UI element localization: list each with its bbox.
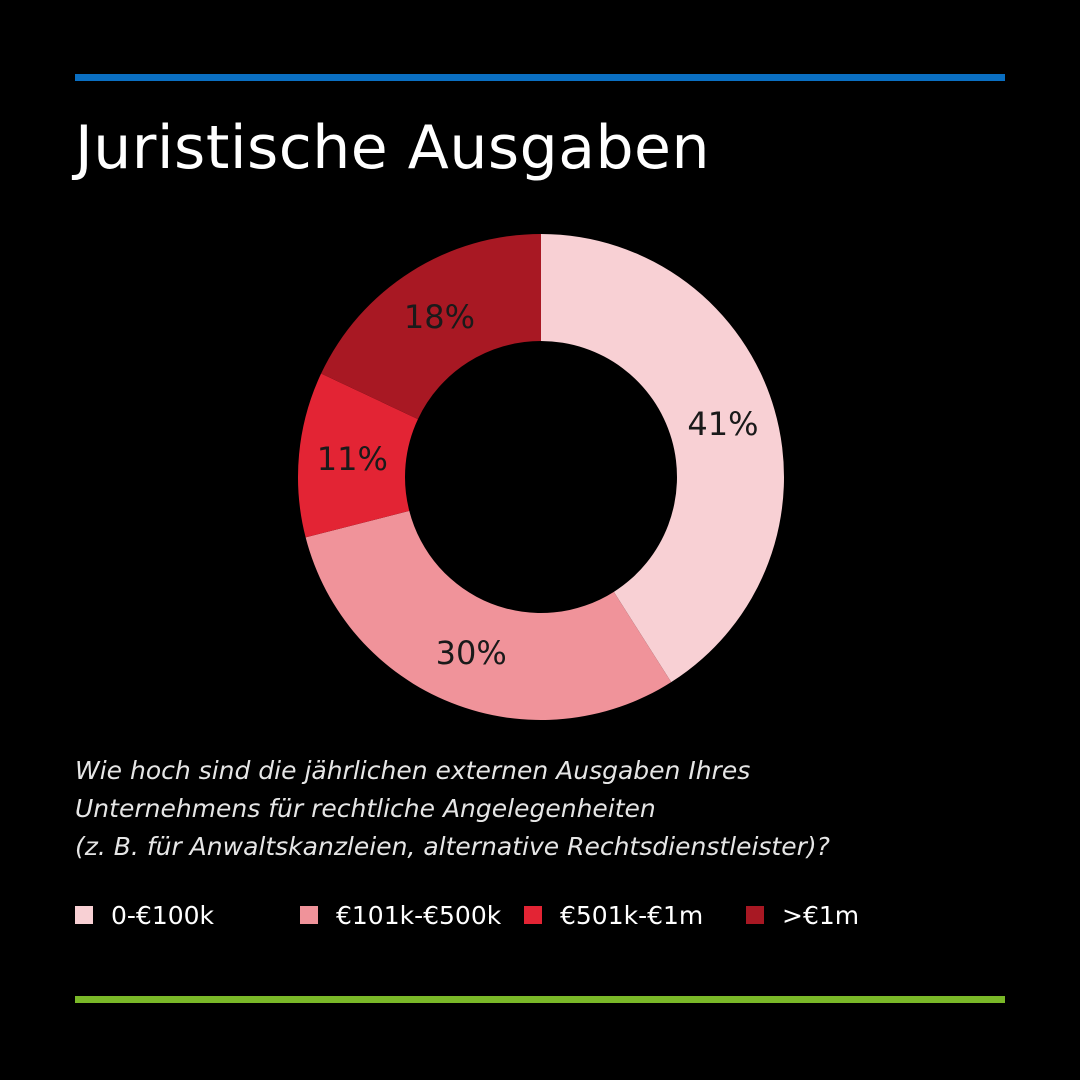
legend-swatch xyxy=(746,906,764,924)
legend-swatch xyxy=(524,906,542,924)
slice-value-label: 41% xyxy=(687,405,758,443)
slice-value-label: 11% xyxy=(317,440,388,478)
question-line-1: Wie hoch sind die jährlichen externen Au… xyxy=(75,756,751,785)
donut-slice-2 xyxy=(305,510,672,720)
legend-item-0-100k: 0-€100k xyxy=(75,899,214,931)
legend-label: 0-€100k xyxy=(111,900,215,930)
slice-value-label: 30% xyxy=(436,634,507,672)
legend-swatch xyxy=(300,906,318,924)
chart-title: Juristische Ausgaben xyxy=(75,113,710,183)
bottom-divider xyxy=(75,996,1005,1003)
chart-legend: 0-€100k €101k-€500k €501k-€1m >€1m xyxy=(0,899,1080,931)
slice-value-label: 18% xyxy=(404,298,475,336)
top-divider xyxy=(75,74,1005,81)
legend-swatch xyxy=(75,906,93,924)
donut-slice-4 xyxy=(321,234,541,420)
donut-slice-1 xyxy=(541,234,785,683)
legend-label: €501k-€1m xyxy=(560,900,704,930)
question-line-3: (z. B. für Anwaltskanzleien, alternative… xyxy=(75,832,830,861)
question-line-2: Unternehmens für rechtliche Angelegenhei… xyxy=(75,794,656,823)
donut-slice-3 xyxy=(298,373,418,538)
survey-question: Wie hoch sind die jährlichen externen Au… xyxy=(75,752,1005,866)
legend-item-501k-1m: €501k-€1m xyxy=(524,899,703,931)
legend-label: €101k-€500k xyxy=(336,900,502,930)
legend-item-101k-500k: €101k-€500k xyxy=(300,899,501,931)
donut-slices xyxy=(298,234,785,720)
legend-label: >€1m xyxy=(782,900,860,930)
donut-labels: 41% 30% 11% 18% xyxy=(317,298,759,672)
legend-item-over-1m: >€1m xyxy=(746,899,859,931)
